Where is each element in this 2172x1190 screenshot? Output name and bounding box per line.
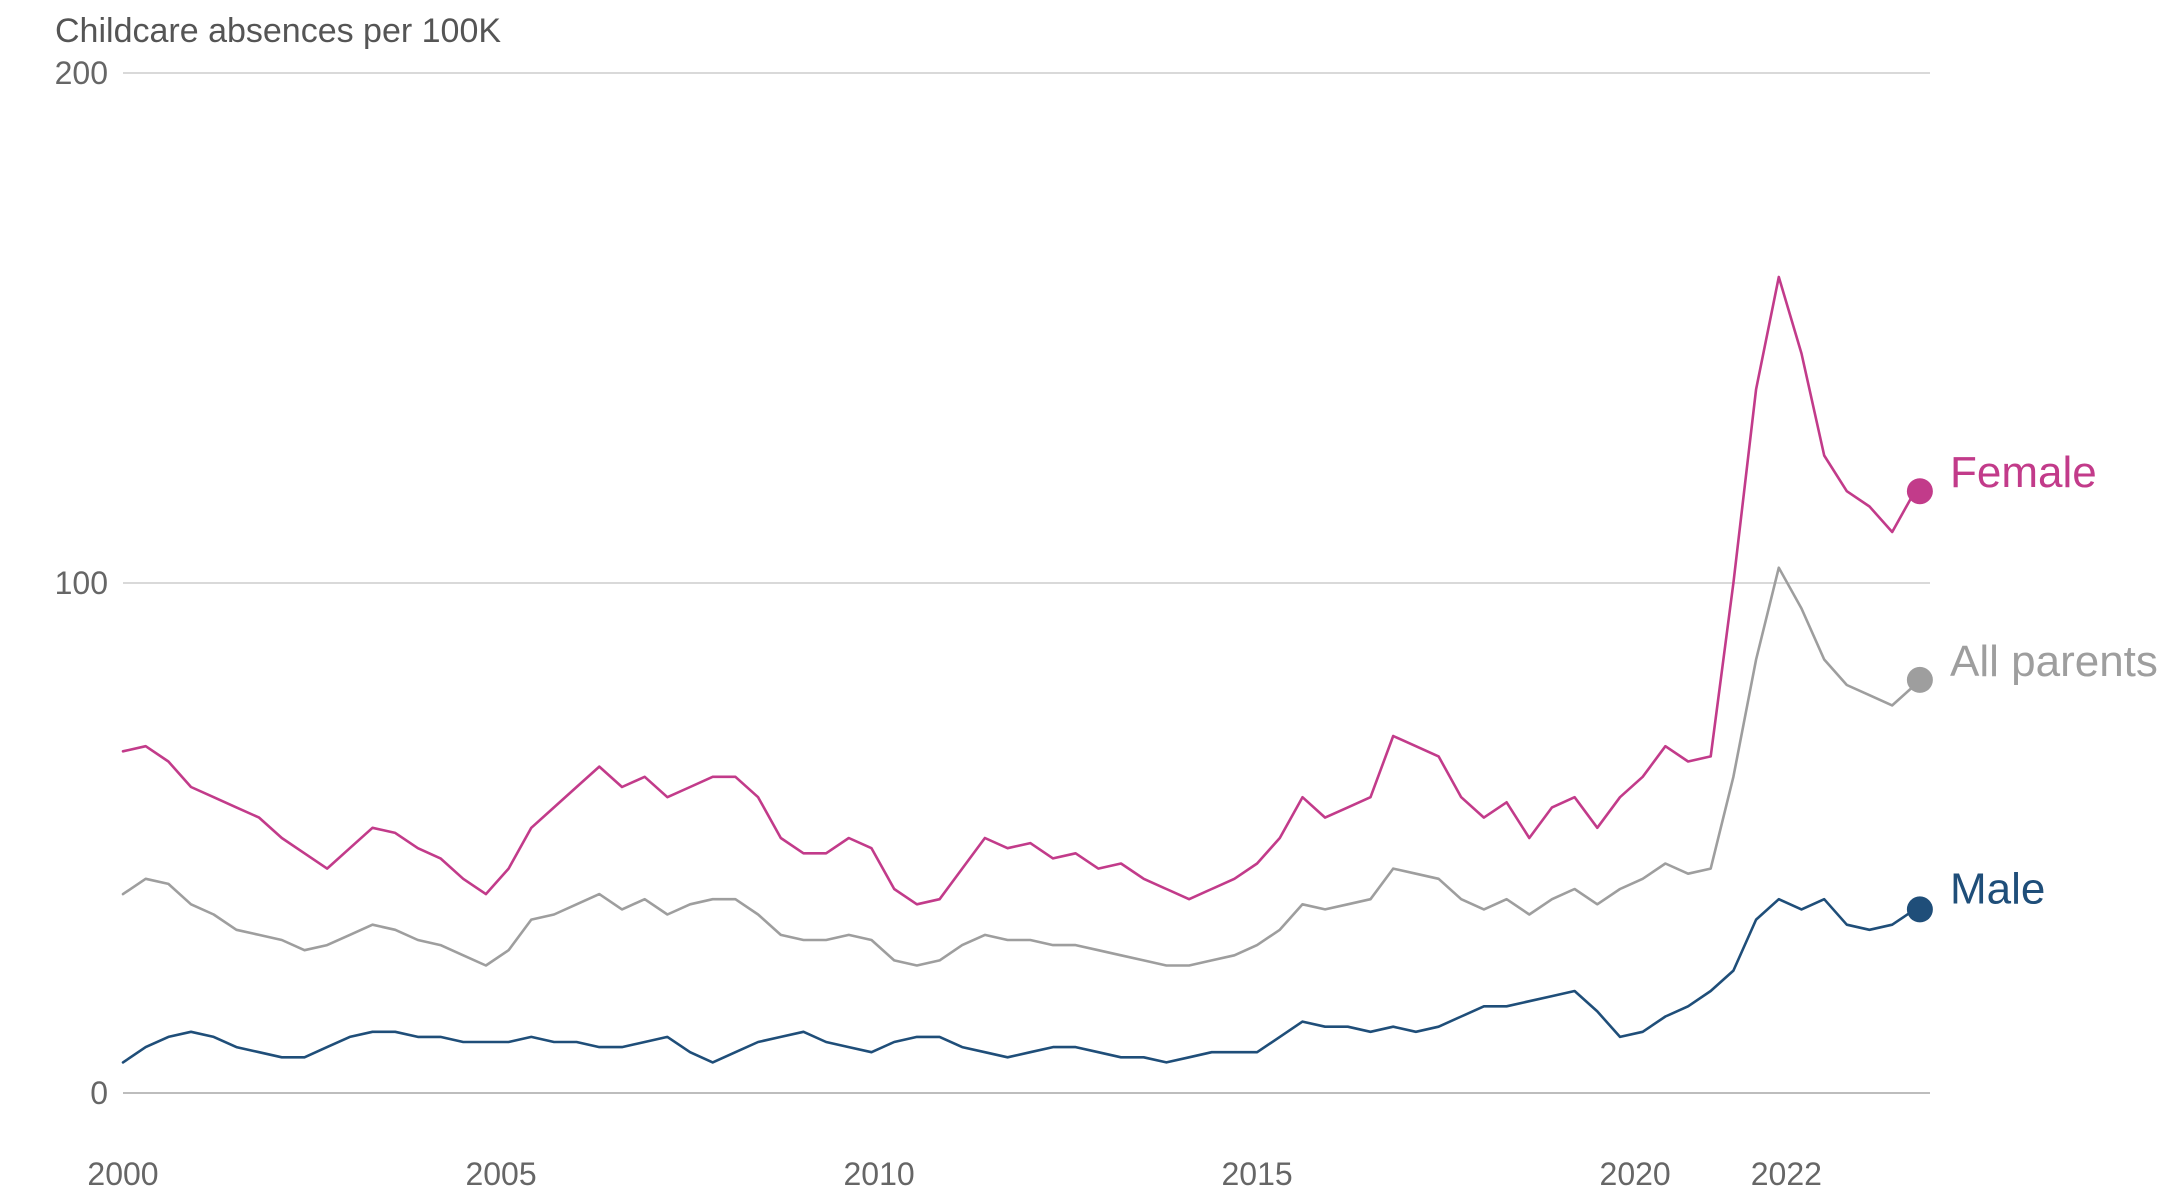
y-tick-label: 100 — [55, 565, 108, 601]
y-tick-labels: 0 100 200 — [55, 55, 108, 1111]
end-marker-female — [1906, 478, 1933, 505]
end-marker-all-parents — [1906, 666, 1933, 693]
end-markers — [1906, 478, 1933, 923]
series-label-female: Female — [1950, 448, 2097, 497]
series-labels: Female All parents Male — [1950, 448, 2158, 913]
y-tick-label: 200 — [55, 55, 108, 91]
series-line-male — [121, 897, 1917, 1064]
series-line-female — [121, 275, 1917, 906]
series-line-all-parents — [121, 566, 1917, 967]
series-lines — [121, 275, 1917, 1064]
y-tick-label: 0 — [90, 1075, 108, 1111]
series-label-all-parents: All parents — [1950, 637, 2158, 686]
x-tick-label: 2000 — [87, 1156, 158, 1190]
x-tick-label: 2005 — [465, 1156, 536, 1190]
grid-lines — [123, 72, 1930, 1094]
end-marker-male — [1906, 896, 1933, 923]
x-tick-label: 2015 — [1222, 1156, 1293, 1190]
series-label-male: Male — [1950, 864, 2045, 913]
y-axis-label: Childcare absences per 100K — [55, 12, 501, 50]
x-tick-label: 2020 — [1600, 1156, 1671, 1190]
x-tick-labels: 2000 2005 2010 2015 2020 2022 — [87, 1156, 1822, 1190]
x-tick-label: 2022 — [1751, 1156, 1822, 1190]
x-tick-label: 2010 — [843, 1156, 914, 1190]
